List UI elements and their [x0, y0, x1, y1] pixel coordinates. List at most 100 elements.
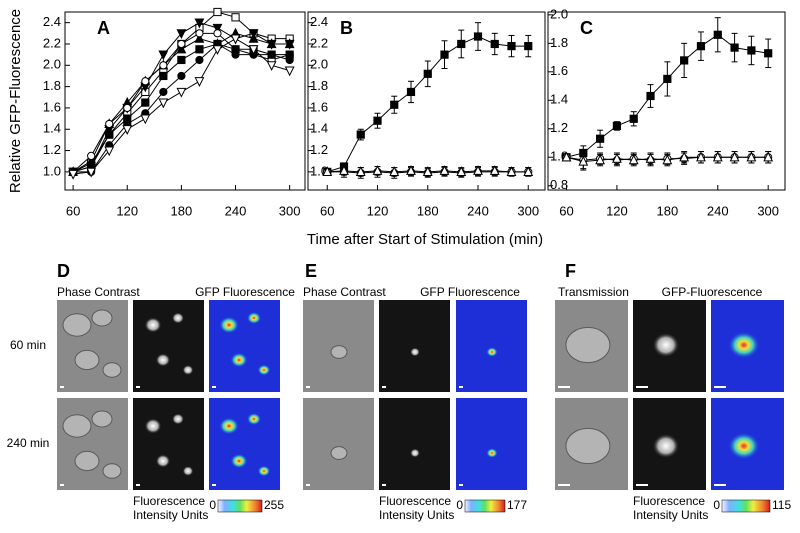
cell	[230, 352, 248, 368]
column-header: Phase Contrast	[303, 285, 386, 299]
y-tick-label: 2.0	[43, 57, 61, 72]
marker	[176, 29, 187, 40]
panel-label: E	[305, 261, 317, 281]
cell	[219, 316, 239, 334]
colorbar-max: 255	[264, 498, 284, 512]
micrograph	[456, 300, 527, 392]
cell	[182, 365, 194, 375]
marker	[596, 134, 605, 143]
micrograph	[133, 398, 204, 490]
marker	[523, 166, 534, 176]
marker	[339, 165, 349, 175]
y-tick-label: 1.4	[550, 92, 568, 107]
marker	[645, 152, 656, 163]
marker	[105, 119, 114, 129]
micrograph	[379, 398, 450, 490]
y-tick-label: 1.6	[550, 63, 568, 78]
cell	[330, 345, 348, 359]
marker	[159, 87, 168, 97]
marker	[422, 166, 433, 176]
colorbar-max: 177	[507, 498, 527, 512]
colorbar	[721, 499, 771, 513]
marker	[524, 42, 533, 51]
cell	[257, 465, 271, 477]
marker	[763, 151, 774, 162]
scale-bar	[212, 386, 216, 388]
y-tick-label: 1.8	[550, 35, 568, 50]
scale-bar	[60, 386, 64, 388]
scale-bar	[558, 386, 570, 388]
y-tick-label: 1.6	[43, 99, 61, 114]
marker	[123, 103, 132, 113]
marker	[195, 29, 204, 38]
marker	[266, 38, 277, 49]
scale-bar	[459, 484, 463, 486]
panel-label: C	[580, 18, 593, 38]
x-tick-label: 300	[757, 203, 779, 218]
marker	[266, 61, 277, 72]
x-axis-label: Time after Start of Stimulation (min)	[307, 231, 543, 248]
marker	[105, 130, 114, 139]
cell	[565, 326, 611, 364]
cell	[172, 413, 184, 425]
marker	[373, 116, 382, 125]
y-axis-label: Relative GFP-Fluorescence	[7, 9, 24, 193]
marker	[159, 71, 168, 81]
colorbar-title: Intensity Units	[133, 508, 208, 522]
marker	[141, 77, 150, 86]
marker	[284, 38, 295, 49]
marker	[473, 32, 483, 41]
colorbar-max: 115	[772, 498, 791, 512]
marker	[696, 42, 706, 51]
cell	[652, 332, 680, 358]
marker	[578, 155, 589, 166]
y-tick-label: 1.6	[310, 99, 328, 114]
cell	[182, 466, 194, 476]
scale-bar	[714, 386, 726, 388]
x-tick-label: 240	[707, 203, 729, 218]
colorbar-min: 0	[713, 498, 720, 512]
marker	[390, 100, 399, 109]
marker	[372, 165, 383, 175]
marker	[646, 91, 655, 101]
micrograph	[209, 398, 280, 490]
marker	[177, 55, 186, 65]
cell	[91, 309, 113, 327]
colorbar	[464, 499, 506, 513]
colorbar-min: 0	[456, 498, 463, 512]
marker	[729, 151, 740, 162]
marker	[104, 146, 115, 157]
marker	[406, 87, 416, 97]
y-tick-label: 2.4	[43, 14, 61, 29]
row-label: 60 min	[10, 338, 46, 352]
colorbar-title: Intensity Units	[633, 508, 708, 522]
x-tick-label: 180	[171, 203, 193, 218]
marker	[87, 151, 96, 160]
cell	[230, 453, 248, 469]
marker	[86, 167, 97, 178]
x-tick-label: 240	[467, 203, 489, 218]
marker	[506, 166, 517, 176]
marker	[284, 66, 295, 77]
column-header: Phase Contrast	[57, 285, 140, 299]
cell	[172, 312, 184, 324]
cell	[155, 454, 171, 468]
cell	[62, 414, 92, 438]
marker	[764, 49, 773, 58]
marker	[355, 166, 366, 176]
micrograph	[456, 398, 527, 490]
scale-bar	[714, 484, 726, 486]
scale-bar	[136, 386, 140, 388]
scale-bar	[558, 484, 570, 486]
scale-bar	[136, 484, 140, 486]
marker	[177, 39, 186, 49]
marker	[730, 43, 739, 52]
marker	[212, 45, 223, 56]
y-tick-label: 2.2	[310, 35, 328, 50]
cell	[247, 312, 261, 324]
marker	[194, 32, 205, 43]
marker	[158, 98, 169, 109]
column-header: GFP-Fluorescence	[662, 285, 763, 299]
cell	[410, 448, 420, 458]
